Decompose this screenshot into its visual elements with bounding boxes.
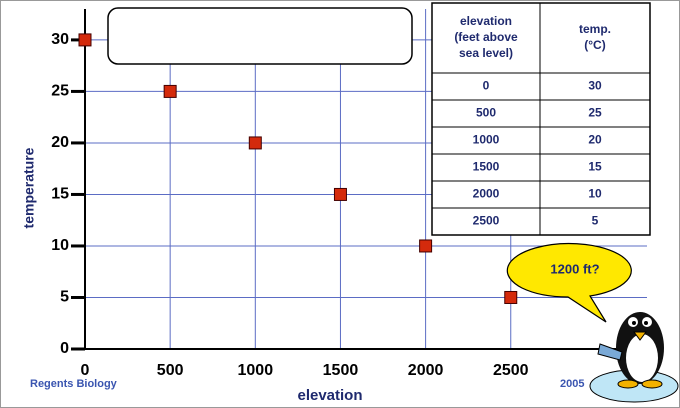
y-tick-label: 20: [51, 134, 69, 151]
marks: [78, 33, 518, 304]
data-table: elevation (feet above sea level) temp. (°C) 0…: [431, 2, 651, 236]
wrench: [597, 343, 623, 361]
y-tick-label: 30: [51, 31, 69, 48]
penguin-belly: [626, 334, 658, 382]
table-header: (°C): [584, 38, 605, 52]
penguin-foot: [641, 379, 663, 389]
table-header: sea level): [459, 46, 513, 60]
answer-box: [107, 7, 413, 65]
y-tick-label: 25: [51, 83, 69, 100]
point: [419, 239, 433, 253]
table-cell: 20: [588, 133, 602, 147]
table-cell: 1000: [473, 133, 500, 147]
point: [78, 33, 92, 47]
speech-bubble: [506, 242, 632, 323]
x-tick-label: 500: [157, 362, 184, 379]
penguin-pupil: [632, 321, 636, 325]
table-cell: 25: [588, 106, 602, 120]
table-header: temp.: [579, 22, 611, 36]
penguin-foot: [617, 379, 639, 389]
table-cell: 2000: [473, 187, 500, 201]
table-cell: 0: [483, 79, 490, 93]
x-tick-label: 1000: [238, 362, 274, 379]
table-cell: 1500: [473, 160, 500, 174]
table-header: elevation: [460, 14, 512, 28]
point: [163, 84, 177, 98]
penguin: [589, 312, 679, 403]
table-cell: 500: [476, 106, 496, 120]
table-bg: [431, 2, 651, 236]
table-cell: 10: [588, 187, 602, 201]
table-header: (feet above: [454, 30, 518, 44]
footer-left: Regents Biology: [30, 378, 118, 390]
point: [333, 187, 347, 201]
penguin-pupil: [644, 321, 648, 325]
y-axis-label: temperature: [21, 147, 37, 228]
y-tick-label: 15: [51, 186, 69, 203]
footer-right: 2005: [560, 378, 584, 390]
x-tick-label: 2000: [408, 362, 444, 379]
y-tick-label: 0: [60, 340, 69, 357]
penguin-beak: [633, 331, 647, 341]
point: [248, 136, 262, 150]
table-cell: 5: [592, 214, 599, 228]
y-tick-label: 10: [51, 237, 69, 254]
table-cell: 2500: [473, 214, 500, 228]
table-cell: 15: [588, 160, 602, 174]
x-axis-label: elevation: [297, 387, 362, 404]
callout-text: 1200 ft?: [550, 261, 599, 276]
x-tick-label: 1500: [323, 362, 359, 379]
y-tick-label: 5: [60, 289, 69, 306]
x-tick-label: 0: [81, 362, 90, 379]
point: [504, 290, 518, 304]
table-cell: 30: [588, 79, 602, 93]
x-tick-label: 2500: [493, 362, 529, 379]
